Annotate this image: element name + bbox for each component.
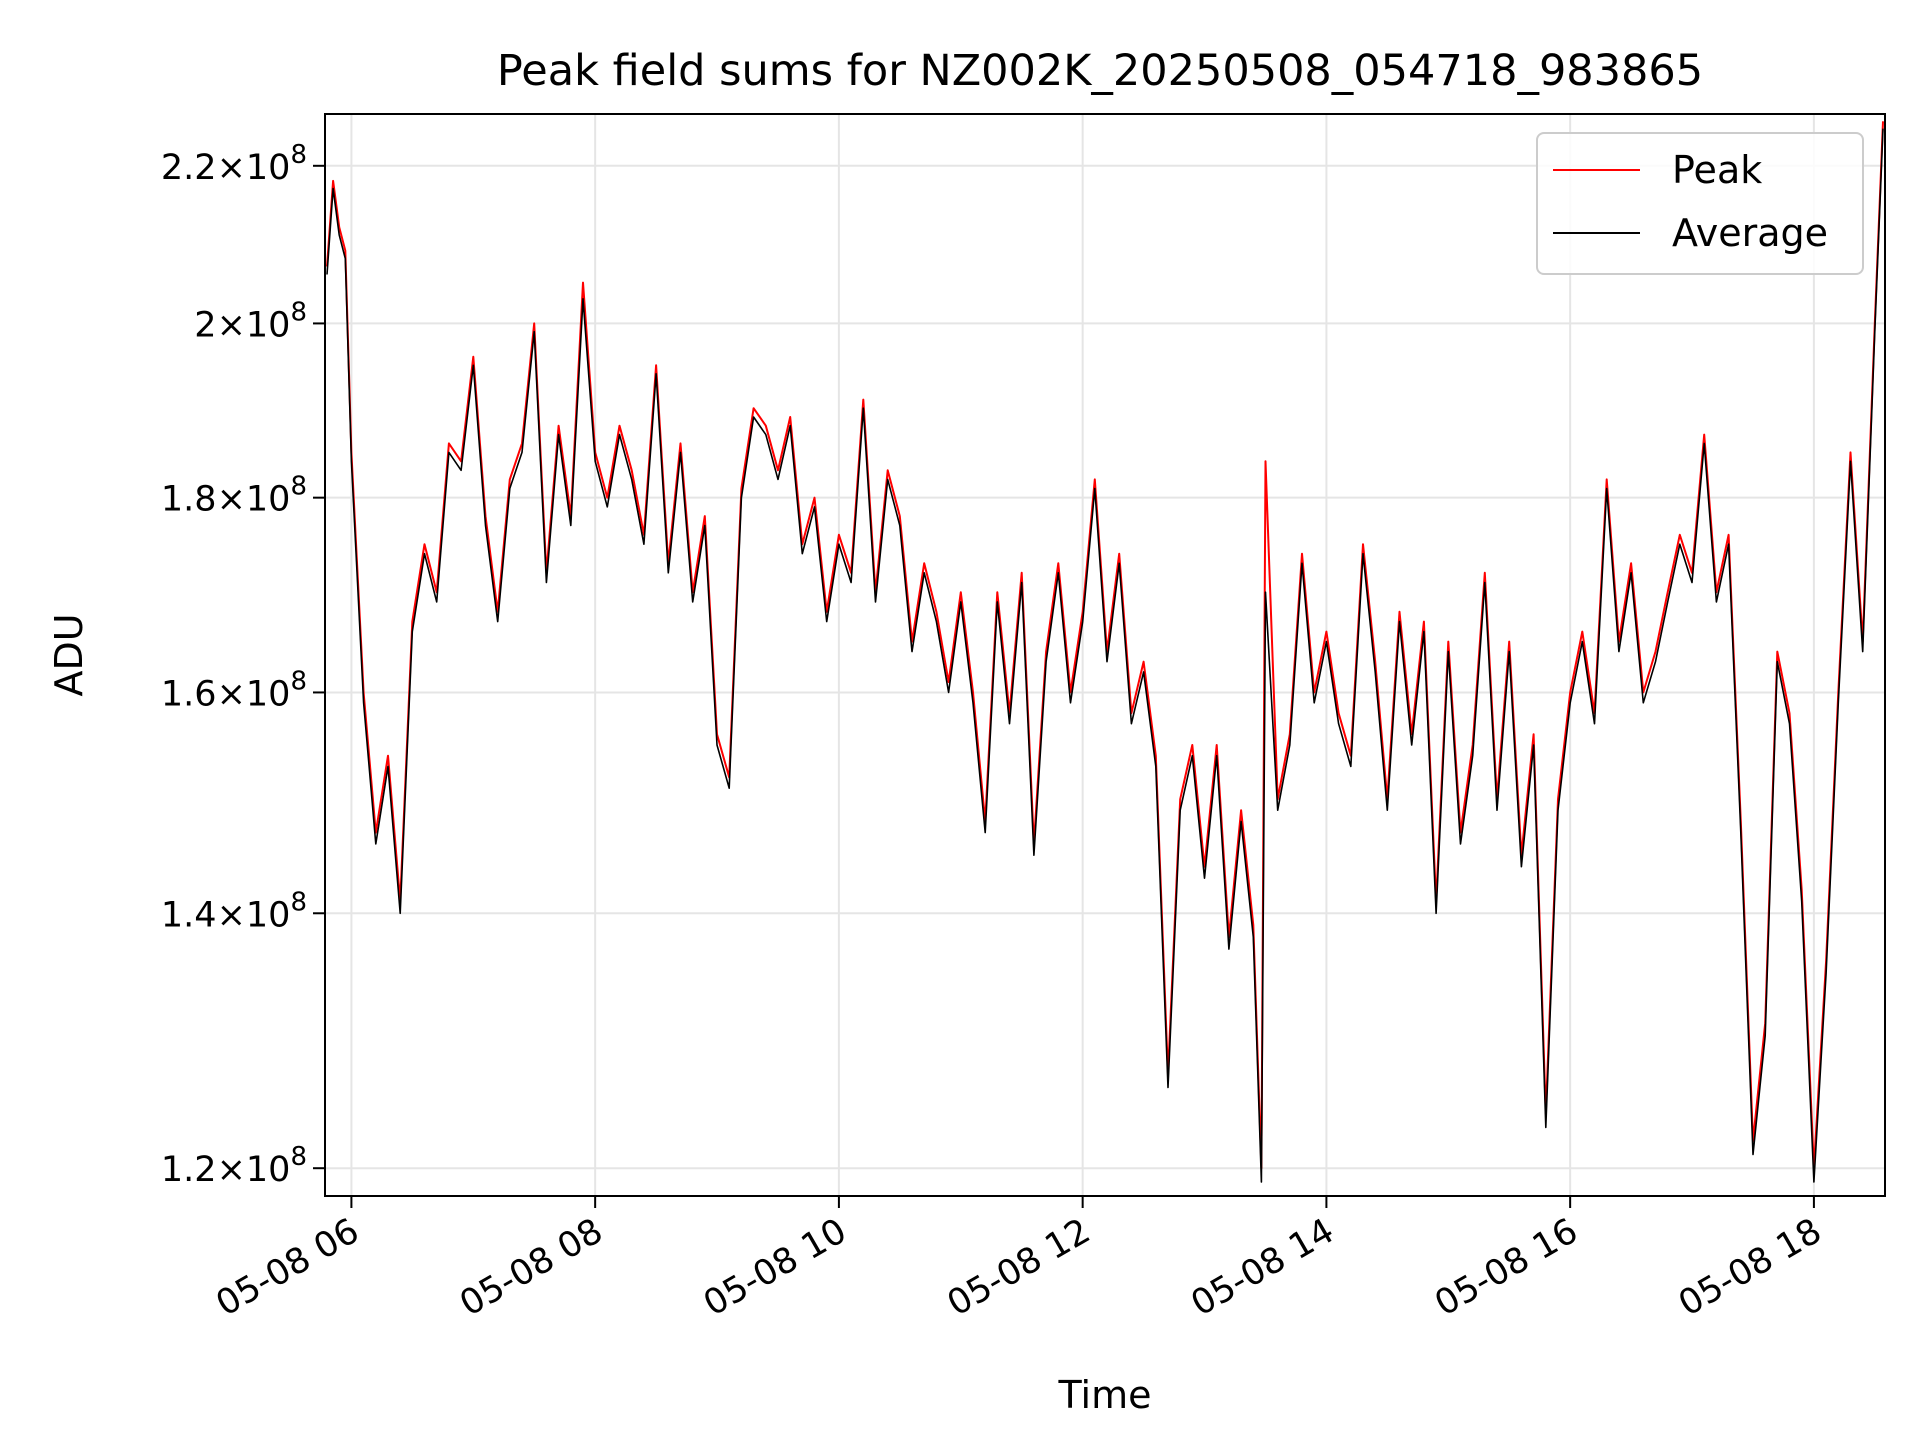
series-line-average: [326, 128, 1884, 1183]
legend: Peak Average: [1536, 132, 1864, 275]
plot-frame: [324, 113, 1886, 1197]
y-tick-times: ×10: [217, 1150, 291, 1190]
y-tick-exponent: 8: [290, 887, 307, 917]
y-tick-times: ×10: [217, 148, 291, 188]
y-tick-label: 1.4×108: [161, 887, 307, 935]
y-tick-mantissa: 1.8: [161, 480, 217, 520]
y-tick-mantissa: 1.4: [161, 895, 217, 935]
chart-title: Peak field sums for NZ002K_20250508_0547…: [497, 46, 1703, 96]
y-tick-mantissa: 2: [194, 305, 216, 345]
y-tick-times: ×10: [217, 480, 291, 520]
plot-area: [326, 121, 1884, 1183]
legend-label-average: Average: [1672, 211, 1828, 255]
y-tick-times: ×10: [217, 895, 291, 935]
y-tick-label: 2×108: [194, 297, 307, 345]
y-tick-mantissa: 1.2: [161, 1150, 217, 1190]
y-tick-label: 1.6×108: [161, 666, 307, 714]
y-tick-exponent: 8: [290, 297, 307, 327]
y-tick-mantissa: 1.6: [161, 674, 217, 714]
y-tick-label: 2.2×108: [161, 140, 307, 188]
y-tick-exponent: 8: [290, 666, 307, 696]
y-tick-exponent: 8: [290, 1142, 307, 1172]
y-tick-exponent: 8: [290, 472, 307, 502]
y-tick-times: ×10: [217, 674, 291, 714]
legend-frame: [1536, 132, 1864, 275]
y-tick-label: 1.8×108: [161, 472, 307, 520]
y-tick-exponent: 8: [290, 140, 307, 170]
y-tick-mantissa: 2.2: [161, 148, 217, 188]
y-tick-label: 1.2×108: [161, 1142, 307, 1190]
y-tick-times: ×10: [217, 305, 291, 345]
y-axis-label: ADU: [47, 613, 91, 696]
x-axis-label: Time: [1058, 1373, 1152, 1417]
legend-label-peak: Peak: [1672, 148, 1762, 192]
